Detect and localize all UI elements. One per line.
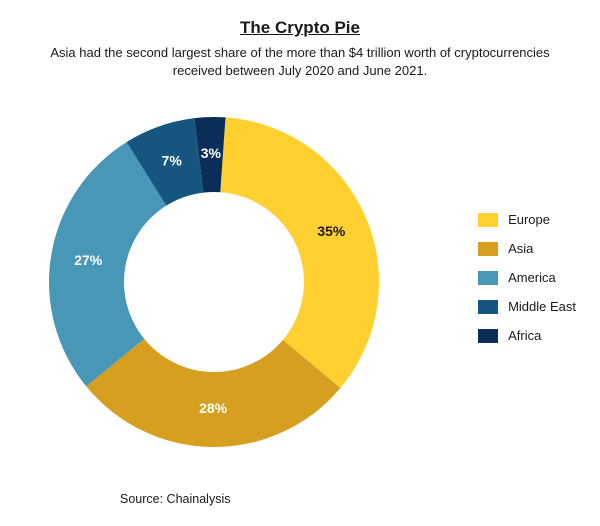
legend-label: Asia [508, 241, 533, 256]
chart-container: The Crypto Pie Asia had the second large… [0, 0, 600, 526]
legend-item: Europe [478, 212, 576, 227]
slice-label: 7% [162, 153, 183, 169]
slice-label: 3% [201, 145, 222, 161]
legend-item: Asia [478, 241, 576, 256]
legend-swatch [478, 242, 498, 256]
chart-subtitle: Asia had the second largest share of the… [40, 44, 560, 79]
legend-item: Africa [478, 328, 576, 343]
legend-item: Middle East [478, 299, 576, 314]
legend-swatch [478, 329, 498, 343]
legend-item: America [478, 270, 576, 285]
legend-label: America [508, 270, 556, 285]
chart-area: 35% 28% 27% 7% 3% Europe Asia America Middle Ea… [24, 87, 576, 467]
legend-swatch [478, 213, 498, 227]
donut-slice [220, 117, 379, 388]
legend-label: Africa [508, 328, 541, 343]
slice-label: 28% [199, 400, 228, 416]
legend-swatch [478, 271, 498, 285]
legend: Europe Asia America Middle East Africa [478, 212, 576, 357]
legend-label: Middle East [508, 299, 576, 314]
slice-label: 35% [317, 223, 346, 239]
legend-label: Europe [508, 212, 550, 227]
source-label: Source: Chainalysis [120, 492, 230, 506]
donut-chart: 35% 28% 27% 7% 3% [24, 87, 404, 467]
slice-label: 27% [74, 252, 103, 268]
chart-title: The Crypto Pie [24, 18, 576, 38]
legend-swatch [478, 300, 498, 314]
